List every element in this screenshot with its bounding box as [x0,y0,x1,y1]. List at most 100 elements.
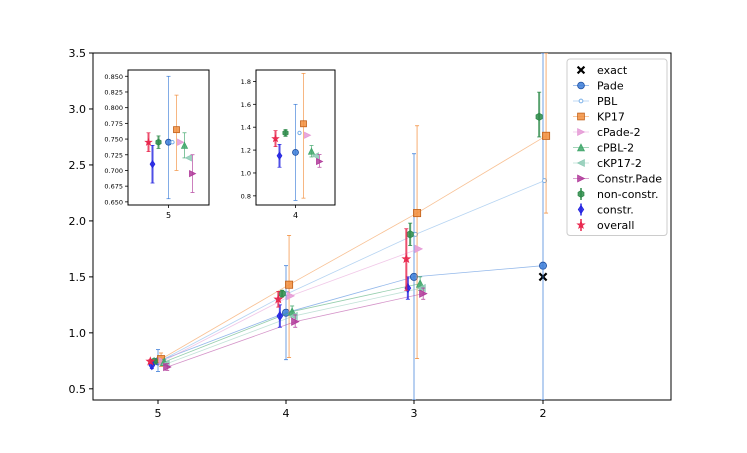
legend-marker-4 [577,127,586,137]
marker-4-1 [286,291,296,301]
legend-marker-9 [577,204,585,215]
marker-3-1 [285,280,294,289]
plot-frame [92,52,672,401]
inset-0-marker-5 [180,141,189,149]
series-constr. [148,276,412,371]
marker-8-3 [535,112,543,121]
legend-marker-8 [577,190,585,198]
marker-8-2 [406,230,414,239]
inset-1-marker-8 [282,129,289,137]
y-tick-label-2: 1.5 [69,271,87,284]
legend-label-2: PBL [597,95,618,108]
inset-1: 0.8 1.0 1.2 1.4 1.6 1.8 4 [241,69,336,220]
marker-3-3 [542,131,551,140]
inset-0-marker-9 [149,159,156,169]
legend-label-7: Constr.Pade [597,173,662,186]
inset-1-marker-4 [304,131,312,139]
inset-1-ytick-label-5: 1.8 [241,78,251,86]
legend-marker-7 [577,174,586,183]
legend-label-6: cKP17-2 [597,157,642,170]
x-tick-label-2: 3 [411,407,418,420]
series-line-4 [162,248,419,362]
inset-1-ytick-label-3: 1.4 [241,124,251,132]
inset-0-ytick-label-7: 0.825 [104,88,123,96]
marker-4-2 [414,244,424,254]
legend-label-4: cPade-2 [597,126,641,139]
series-line-3 [160,135,547,360]
series-line-7 [167,293,424,368]
series-cPade-2 [158,244,424,366]
x-tick-label-3: 2 [540,407,547,420]
y-tick-label-4: 2.5 [69,159,87,172]
x-tick-label-0: 5 [155,407,162,420]
inset-1-marker-10 [271,134,280,143]
y-tick-label-1: 1.0 [69,327,87,340]
y-tick-label-3: 2.0 [69,215,87,228]
legend-marker-6 [576,158,585,168]
legend-marker-3 [577,112,585,121]
inset-0-marker-2 [170,140,175,145]
legend-label-9: constr. [597,204,634,217]
x-tick-label-1: 4 [283,407,290,420]
inset-1-marker-7 [316,157,324,166]
legend-marker-2 [578,98,584,104]
legend-marker-0 [576,65,586,75]
inset-0-ytick-label-0: 0.650 [104,198,123,206]
series-KP17 [157,53,551,367]
inset-0-ytick-label-8: 0.850 [104,73,123,81]
inset-0-ytick-label-4: 0.750 [104,136,123,144]
inset-0-ytick-label-2: 0.700 [104,167,123,175]
inset-1-marker-1 [292,148,299,156]
inset-0: 0.650 0.675 0.700 0.725 0.750 0.775 0.800 0.825… [104,69,210,220]
marker-1-2 [409,272,418,281]
series-line-1 [157,265,544,362]
legend-marker-5 [576,143,586,152]
legend-label-0: exact [597,64,628,77]
legend-label-10: overall [597,219,634,232]
inset-0-marker-10 [144,137,153,146]
inset-1-ytick-label-1: 1.0 [241,169,251,177]
inset-0-series [144,75,197,200]
marker-10-0 [145,356,156,366]
inset-0-ytick-label-6: 0.800 [104,104,123,112]
inset-1-marker-2 [297,130,302,136]
marker-10-2 [401,253,412,264]
series-non-constr. [150,91,543,366]
inset-0-marker-3 [173,126,180,134]
inset-1-xtick-label: 4 [293,211,298,220]
series-line-6 [165,287,422,365]
main-plot-series [145,53,551,400]
legend-box [566,58,668,236]
inset-1-marker-5 [307,147,316,155]
legend-label-8: non-constr. [597,188,658,201]
inset-1-marker-3 [300,120,307,128]
inset-0-marker-4 [177,138,185,146]
legend: exact Pade PBL KP17 cPade-2 cPBL-2 cKP17-2 Cons… [566,58,668,236]
legend-label-3: KP17 [597,111,625,124]
inset-1-ytick-label-2: 1.2 [241,147,251,155]
series-Pade [153,53,548,400]
marker-7-1 [291,317,300,326]
marker-1-3 [539,261,548,270]
series-line-2 [159,180,545,362]
inset-0-marker-7 [189,169,197,178]
series-overall [145,228,412,366]
inset-0-marker-8 [155,138,162,146]
inset-0-marker-6 [184,154,192,162]
inset-1-marker-6 [311,152,319,160]
legend-label-5: cPBL-2 [597,142,634,155]
marker-7-0 [163,362,172,372]
inset-1-ytick-label-4: 1.6 [241,101,251,109]
marker-9-1 [276,311,284,322]
series-PBL [157,178,548,364]
inset-1-marker-9 [276,151,283,161]
legend-label-1: Pade [597,80,624,93]
inset-0-ytick-label-5: 0.775 [104,120,123,128]
y-tick-label-6: 3.5 [69,47,87,60]
inset-1-series [271,73,324,201]
y-tick-label-0: 0.5 [69,383,87,396]
inset-0-ytick-label-3: 0.725 [104,151,123,159]
inset-0-xtick-label: 5 [166,211,171,220]
series-Constr.Pade [163,287,428,372]
